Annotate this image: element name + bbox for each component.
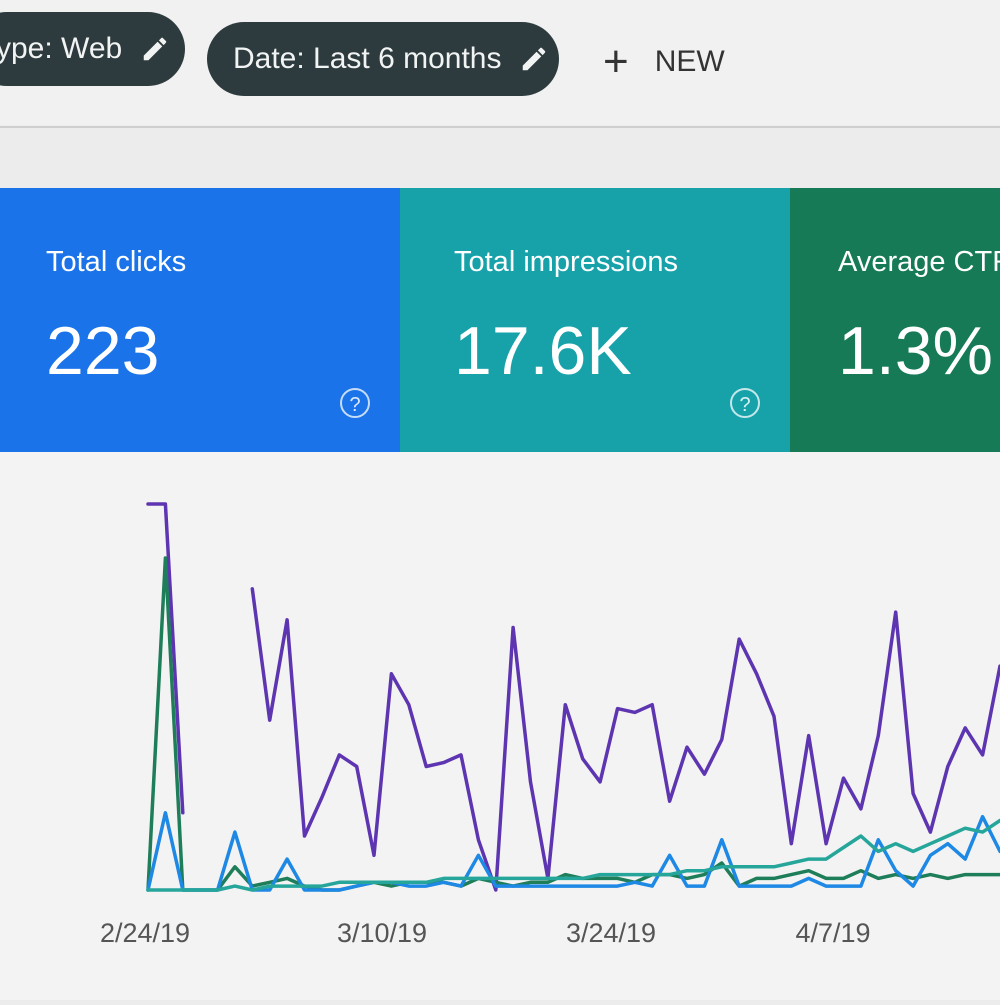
card-title: Total impressions <box>454 246 679 278</box>
total-clicks-card[interactable]: Total clicks 223 ? <box>0 188 400 452</box>
total-impressions-card[interactable]: Total impressions 17.6K ? <box>400 188 790 452</box>
pencil-icon[interactable] <box>140 34 170 64</box>
help-icon[interactable]: ? <box>340 388 370 418</box>
card-value: 223 <box>46 313 160 389</box>
series-2-line <box>146 811 1000 892</box>
toolbar-divider <box>0 126 1000 128</box>
performance-chart: 2/24/19 3/10/19 3/24/19 4/7/19 <box>0 452 1000 1000</box>
chart-plot <box>146 502 1000 892</box>
help-icon[interactable]: ? <box>730 388 760 418</box>
series-0-line-1 <box>250 587 1000 892</box>
filter-chip-date[interactable]: Date: Last 6 months <box>207 22 559 96</box>
x-tick-label: 4/7/19 <box>795 918 871 948</box>
series-1-line <box>146 556 1000 892</box>
x-tick-label: 3/24/19 <box>565 918 657 948</box>
card-title: Total clicks <box>46 246 187 278</box>
card-value: 17.6K <box>454 313 632 389</box>
filter-chip-label: Date: Last 6 months <box>233 42 502 75</box>
card-title: Average CTR <box>838 246 1000 278</box>
card-value: 1.3% <box>838 313 993 389</box>
filter-toolbar: ype: Web Date: Last 6 months + NEW <box>0 0 1000 125</box>
new-filter-label: NEW <box>654 45 725 78</box>
series-3-line <box>146 818 1000 892</box>
x-tick-label: 3/10/19 <box>336 918 428 948</box>
plus-icon: + <box>603 37 629 86</box>
filter-chip-search-type[interactable]: ype: Web <box>0 12 185 86</box>
new-filter-button[interactable]: + NEW <box>603 37 725 86</box>
average-ctr-card[interactable]: Average CTR 1.3% <box>790 188 1000 452</box>
series-0-line <box>146 502 185 815</box>
pencil-icon[interactable] <box>519 44 549 74</box>
filter-chip-label: ype: Web <box>0 32 123 65</box>
x-tick-label: 2/24/19 <box>99 918 191 948</box>
metric-cards: Total clicks 223 ? Total impressions 17.… <box>0 188 1000 452</box>
